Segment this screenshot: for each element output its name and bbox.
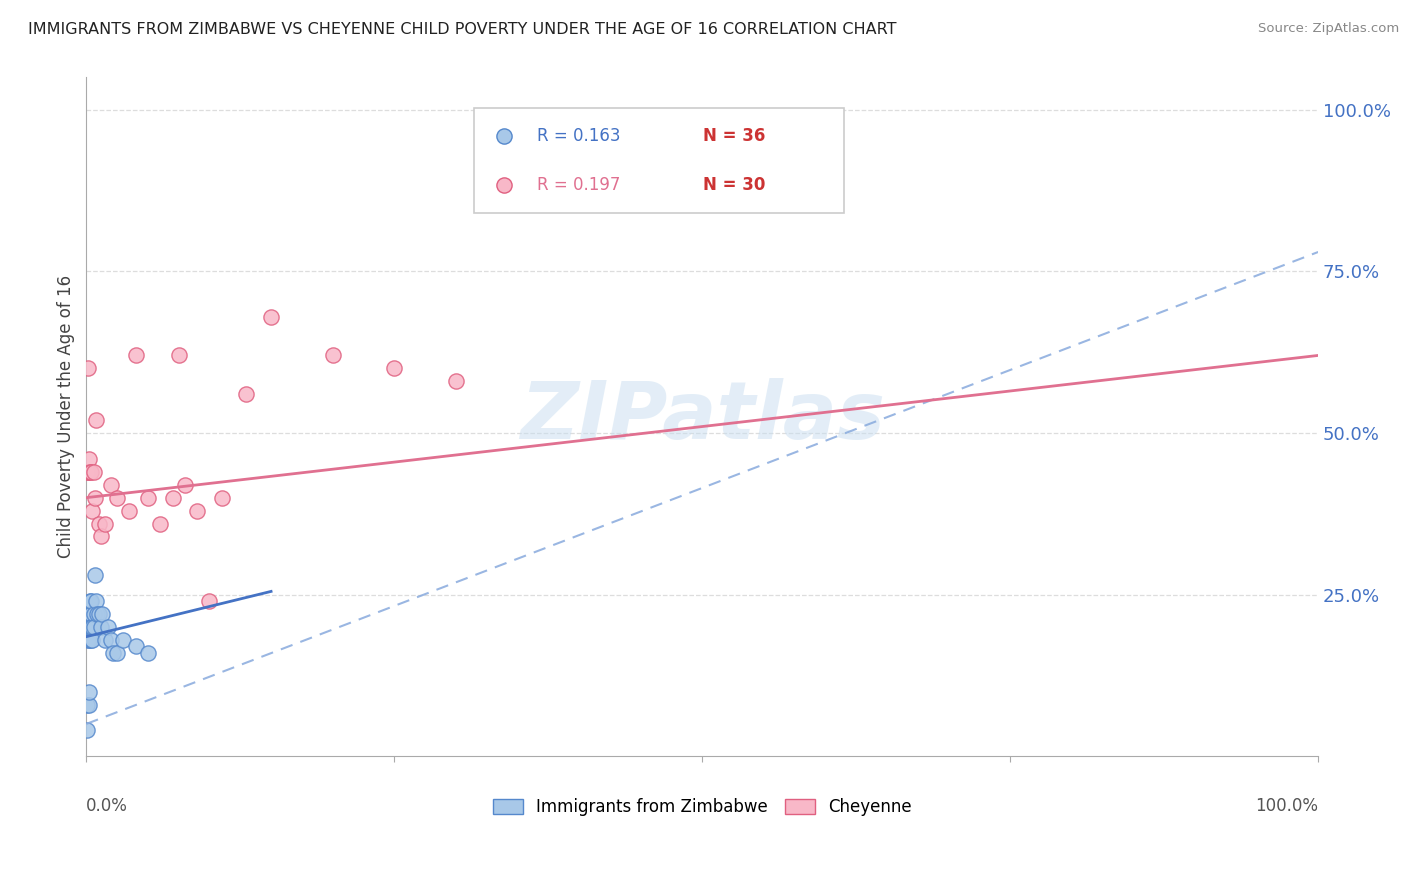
Point — [83, 607, 105, 621]
Point — [79, 594, 101, 608]
Text: 100.0%: 100.0% — [1256, 797, 1319, 815]
Text: Source: ZipAtlas.com: Source: ZipAtlas.com — [1258, 22, 1399, 36]
Point — [76, 698, 98, 712]
Point — [82, 620, 104, 634]
Point — [136, 646, 159, 660]
Point — [87, 607, 110, 621]
Point — [173, 477, 195, 491]
Y-axis label: Child Poverty Under the Age of 16: Child Poverty Under the Age of 16 — [58, 276, 75, 558]
Point — [80, 607, 103, 621]
Text: 0.0%: 0.0% — [86, 797, 128, 815]
Point — [198, 594, 221, 608]
Point — [103, 646, 125, 660]
Legend: Immigrants from Zimbabwe, Cheyenne: Immigrants from Zimbabwe, Cheyenne — [486, 791, 918, 822]
Point — [80, 620, 103, 634]
Point — [77, 698, 100, 712]
Point — [124, 640, 146, 654]
Point — [260, 310, 283, 324]
Point — [79, 465, 101, 479]
Point — [90, 529, 112, 543]
Point — [100, 632, 122, 647]
Point — [84, 491, 107, 505]
Point — [79, 632, 101, 647]
Point — [76, 620, 98, 634]
Point — [235, 387, 257, 401]
Point — [76, 465, 98, 479]
Point — [84, 594, 107, 608]
Point — [84, 568, 107, 582]
Point — [86, 607, 108, 621]
Point — [82, 632, 104, 647]
Point — [136, 491, 159, 505]
Point — [211, 491, 233, 505]
Point — [76, 723, 98, 738]
Point — [76, 361, 98, 376]
Point — [83, 465, 105, 479]
Point — [100, 477, 122, 491]
Point — [91, 607, 114, 621]
Point — [124, 348, 146, 362]
Point — [87, 516, 110, 531]
Point — [79, 620, 101, 634]
Point — [77, 684, 100, 698]
Point — [94, 516, 117, 531]
Text: ZIPatlas: ZIPatlas — [520, 378, 884, 456]
Point — [77, 620, 100, 634]
Point — [382, 361, 405, 376]
Point — [77, 465, 100, 479]
Point — [79, 607, 101, 621]
Point — [112, 632, 135, 647]
Point — [162, 491, 184, 505]
Point — [322, 348, 344, 362]
Point — [90, 620, 112, 634]
Text: IMMIGRANTS FROM ZIMBABWE VS CHEYENNE CHILD POVERTY UNDER THE AGE OF 16 CORRELATI: IMMIGRANTS FROM ZIMBABWE VS CHEYENNE CHI… — [28, 22, 897, 37]
Point — [76, 632, 98, 647]
Point — [97, 620, 120, 634]
Point — [149, 516, 172, 531]
Point — [80, 465, 103, 479]
Point — [80, 594, 103, 608]
Point — [82, 503, 104, 517]
Point — [444, 374, 467, 388]
Point — [76, 607, 98, 621]
Point — [94, 632, 117, 647]
Point — [105, 491, 128, 505]
Point — [77, 620, 100, 634]
Point — [118, 503, 141, 517]
Point — [79, 632, 101, 647]
Point — [186, 503, 208, 517]
Point — [83, 620, 105, 634]
Point — [84, 413, 107, 427]
Point — [77, 607, 100, 621]
Point — [167, 348, 190, 362]
Point — [105, 646, 128, 660]
Point — [77, 451, 100, 466]
